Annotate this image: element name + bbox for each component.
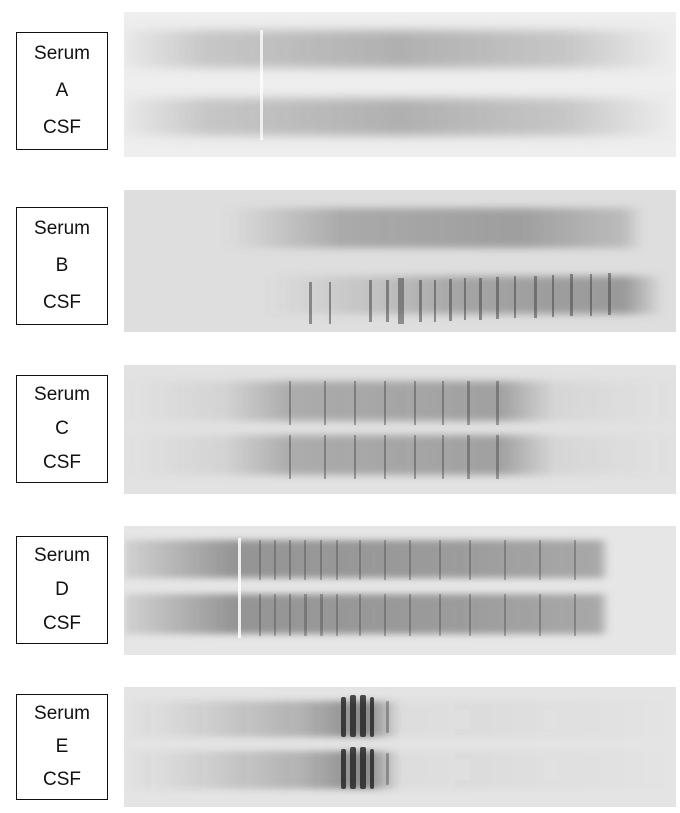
serum-lane (224, 208, 644, 248)
label-box-d: Serum D CSF (16, 536, 108, 644)
label-box-e: Serum E CSF (16, 694, 108, 800)
serum-label: Serum (34, 545, 90, 567)
serum-lane (124, 30, 676, 68)
gel-strip-b (124, 190, 676, 332)
serum-lane (124, 701, 676, 737)
panel-b: Serum B CSF (0, 190, 680, 332)
sample-letter: C (55, 418, 69, 440)
gel-strip-c (124, 365, 676, 494)
serum-label: Serum (34, 217, 90, 239)
sample-letter: D (55, 579, 69, 601)
serum-lane (124, 381, 676, 421)
csf-label: CSF (43, 292, 81, 314)
serum-lane (124, 540, 676, 578)
banding-pattern (259, 540, 576, 636)
csf-label: CSF (43, 613, 81, 635)
serum-label: Serum (34, 384, 90, 406)
serum-label: Serum (34, 702, 90, 724)
panel-a: Serum A CSF (0, 12, 680, 157)
sample-letter: E (55, 736, 69, 758)
gel-strip-e (124, 687, 676, 807)
csf-lane (124, 435, 676, 475)
label-box-c: Serum C CSF (16, 375, 108, 483)
csf-lane (124, 98, 676, 136)
sample-letter: B (55, 255, 69, 277)
panel-e: Serum E CSF (0, 687, 680, 807)
serum-label: Serum (34, 42, 90, 64)
csf-label: CSF (43, 452, 81, 474)
panel-c: Serum C CSF (0, 365, 680, 494)
csf-lane (124, 751, 676, 789)
panel-d: Serum D CSF (0, 526, 680, 655)
oligoclonal-bands (309, 273, 611, 324)
application-point (238, 538, 241, 638)
monoclonal-bands (341, 695, 389, 789)
sample-letter: A (55, 80, 69, 102)
label-box-b: Serum B CSF (16, 207, 108, 325)
csf-label: CSF (43, 117, 81, 139)
application-point (260, 30, 263, 140)
csf-lane (124, 594, 676, 634)
mirror-bands (289, 381, 499, 479)
label-box-a: Serum A CSF (16, 32, 108, 150)
csf-label: CSF (43, 769, 81, 791)
gel-strip-a (124, 12, 676, 157)
gel-strip-d (124, 526, 676, 655)
